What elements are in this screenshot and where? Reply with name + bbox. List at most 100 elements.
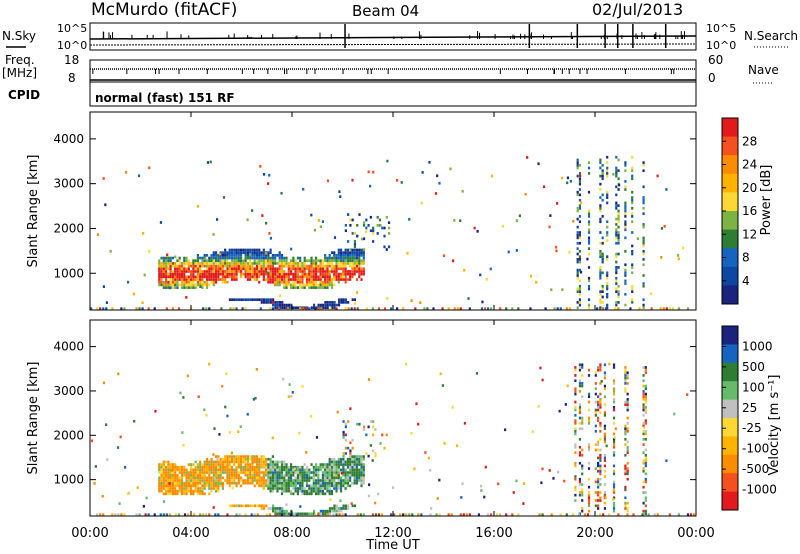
echo-cell — [377, 492, 380, 496]
echo-cell — [512, 491, 515, 494]
echo-cell — [552, 477, 555, 480]
echo-cell — [301, 280, 304, 284]
echo-cell — [276, 476, 279, 480]
echo-cell — [326, 509, 329, 513]
echo-cell — [194, 278, 197, 281]
echo-cell — [199, 267, 202, 271]
echo-cell — [353, 262, 356, 265]
echo-cell — [289, 264, 293, 268]
echo-cell — [299, 259, 302, 263]
echo-cell — [214, 251, 218, 255]
echo-cell — [246, 455, 250, 458]
echo-cell — [280, 267, 284, 271]
echo-cell — [601, 295, 604, 299]
echo-cell — [342, 298, 345, 302]
echo-cell — [339, 267, 343, 271]
echo-cell — [333, 507, 336, 510]
echo-cell — [303, 512, 307, 516]
echo-cell — [230, 481, 234, 485]
echo-cell — [441, 384, 444, 387]
echo-cell — [237, 259, 240, 263]
echo-cell — [342, 479, 345, 482]
echo-cell — [169, 264, 172, 268]
freq-panel: Freq. [MHz] 18 8 60 0 Nave — [2, 53, 779, 85]
echo-cell — [600, 380, 603, 383]
echo-cell — [193, 513, 196, 516]
echo-cell — [219, 270, 222, 273]
echo-cell — [326, 303, 329, 307]
echo-cell — [599, 403, 602, 407]
echo-cell — [280, 460, 284, 464]
echo-cell — [185, 283, 188, 287]
echo-cell — [335, 275, 338, 279]
echo-cell — [597, 483, 600, 486]
echo-cell — [280, 270, 284, 273]
echo-cell — [169, 259, 172, 263]
echo-cell — [276, 471, 279, 474]
echo-cell — [578, 206, 582, 210]
echo-cell — [587, 493, 591, 497]
echo-cell — [299, 262, 302, 265]
echo-cell — [180, 473, 184, 477]
echo-cell — [185, 468, 188, 472]
echo-cell — [294, 487, 297, 490]
echo-cell — [360, 455, 363, 458]
echo-cell — [168, 286, 172, 290]
colorbar-segment — [722, 173, 738, 193]
echo-cell — [233, 473, 236, 477]
echo-cell — [319, 267, 322, 271]
echo-cell — [618, 183, 621, 187]
echo-cell — [365, 218, 368, 222]
echo-cell — [185, 487, 188, 490]
echo-cell — [321, 286, 324, 289]
echo-cell — [603, 371, 607, 375]
echo-cell — [305, 450, 308, 454]
echo-cell — [299, 505, 302, 508]
echo-cell — [314, 256, 318, 260]
echo-cell — [258, 248, 261, 252]
echo-cell — [642, 258, 645, 261]
echo-cell — [563, 479, 566, 483]
echo-cell — [587, 215, 591, 218]
echo-cell — [578, 451, 582, 454]
echo-cell — [291, 390, 294, 394]
echo-cell — [355, 473, 359, 477]
echo-cell — [244, 457, 247, 461]
echo-cell — [258, 504, 261, 508]
echo-cell — [258, 267, 261, 271]
echo-cell — [185, 286, 188, 289]
echo-cell — [360, 248, 363, 252]
echo-cell — [174, 272, 177, 276]
echo-cell — [624, 274, 627, 277]
echo-cell — [319, 492, 322, 496]
echo-cell — [164, 489, 168, 493]
echo-cell — [438, 513, 441, 516]
noise-traces — [89, 24, 697, 48]
echo-cell — [333, 277, 336, 280]
echo-cell — [463, 421, 467, 425]
echo-cell — [199, 272, 202, 276]
echo-cell — [294, 264, 297, 268]
echo-cell — [158, 270, 161, 273]
echo-cell — [559, 307, 562, 310]
echo-cell — [337, 507, 341, 510]
echo-cell — [278, 256, 281, 260]
echo-cell — [358, 262, 361, 265]
echo-cell — [162, 286, 165, 289]
echo-cell — [136, 486, 139, 489]
echo-cell — [189, 270, 193, 273]
echo-cell — [219, 465, 222, 469]
echo-cell — [214, 270, 218, 273]
echo-cell — [305, 481, 309, 485]
echo-cell — [196, 468, 200, 472]
echo-cell — [617, 284, 620, 288]
echo-cell — [196, 267, 200, 271]
echo-cell — [221, 270, 225, 273]
echo-cell — [314, 267, 318, 271]
echo-cell — [557, 470, 560, 474]
echo-cell — [224, 259, 227, 263]
echo-cell — [299, 283, 302, 287]
echo-cell — [612, 480, 616, 484]
echo-cell — [351, 270, 354, 273]
echo-cell — [612, 363, 616, 367]
